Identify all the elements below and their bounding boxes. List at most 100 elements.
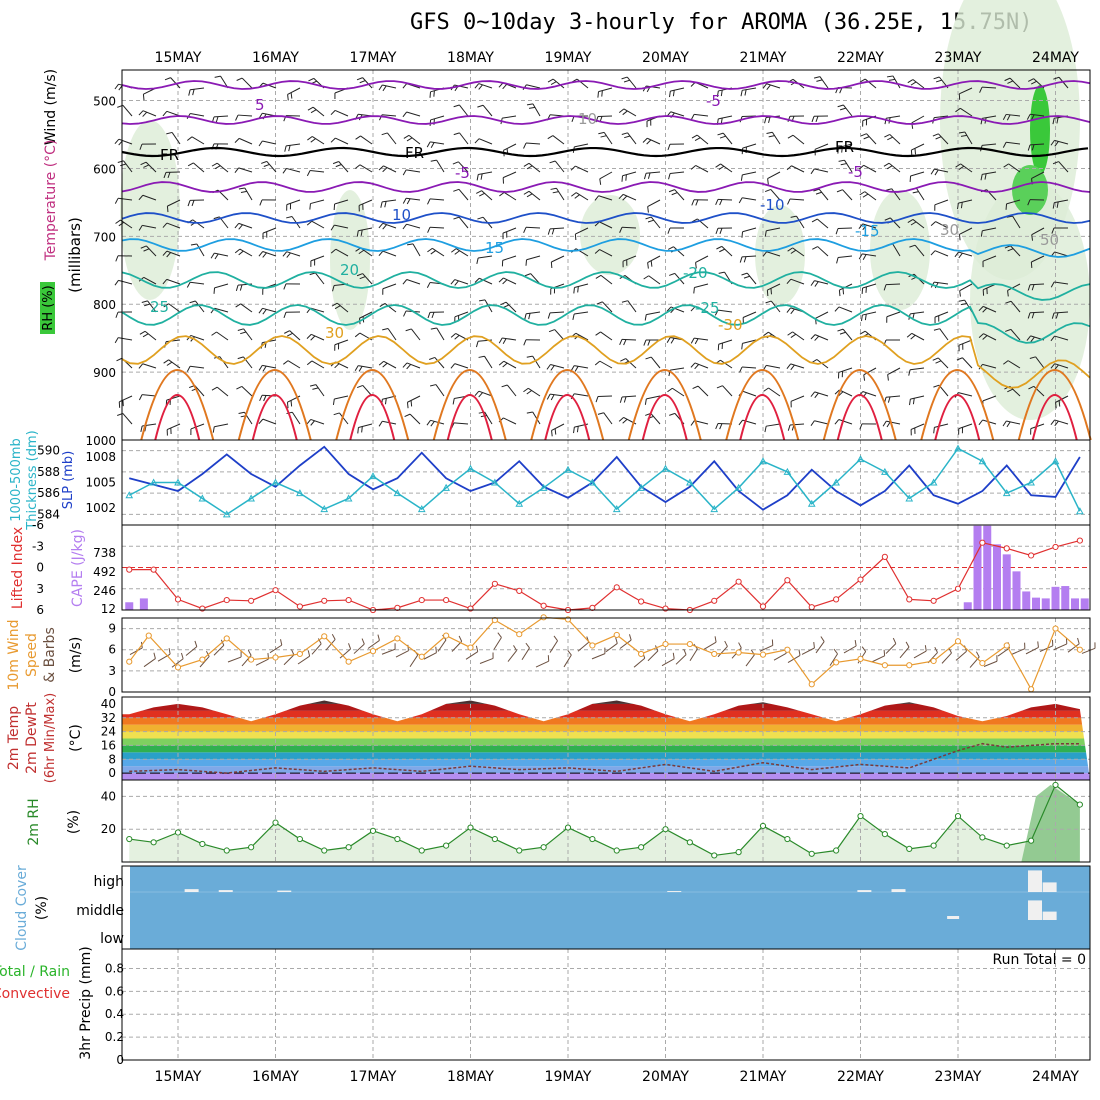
rh-shading-high [1012,165,1048,215]
thickness-marker [929,478,938,486]
slp-tick-label: 1008 [85,450,116,464]
wind-barb-feather [599,178,602,185]
wind-barb [837,227,853,230]
wind-barb-feather [356,273,363,277]
wind-barb [1011,648,1026,655]
wind-barb-feather [357,427,359,434]
rh-marker [564,824,572,831]
lifted-index-marker [443,596,450,604]
wind-barb-feather [594,360,601,366]
wind-barb [269,644,283,654]
wind-barb [435,384,445,397]
wind-barb [661,658,675,667]
wind-barb [1053,311,1069,314]
wind-barb-feather [213,216,220,220]
lifted-index-panel: -6 -3 0 3 6 738 492 246 12 Lifted Index CAPE (J/kg… [10,518,1091,617]
wind-barb-feather [567,649,572,656]
wind-barb-feather [862,193,869,198]
wind-barb [334,395,349,400]
wind-barb-feather [1051,227,1055,234]
wind-barb [362,385,373,397]
wind-barb [406,362,421,369]
wind-barb [1031,227,1045,236]
cloud-tick-label: low [100,931,124,947]
wind-barb-feather [180,652,184,659]
wind-barb-feather [714,636,717,643]
cloud-low-bar [947,916,960,919]
wind-barb-feather [958,299,965,302]
wind-barb-feather [816,79,823,82]
wind-barb [168,359,181,369]
day-label-bottom: 21MAY [740,1069,787,1085]
wind-barb [745,654,755,667]
wind-barb-feather [1052,161,1059,165]
thickness-marker [832,478,840,486]
wind-barb [742,143,757,149]
wind-barb [886,395,901,398]
wind-barb-feather [984,173,987,180]
wind-barb [574,283,589,289]
wind-barb-feather [955,107,961,113]
cloud-high-bar [1028,870,1042,892]
wind-barb-feather [1004,77,1011,82]
wind-barb-feather [618,417,624,422]
wind-barb-feather [738,197,743,204]
contour-label: -30 [718,316,743,334]
wind-barb-feather [719,199,723,206]
wind-barb [817,246,829,257]
wind-barb [958,423,973,430]
thickness-marker [1051,457,1060,465]
wind-barb-feather [453,188,460,192]
wind-barb [958,339,973,346]
cape-bar [1071,598,1079,610]
temp-tick-label: 0 [108,766,116,780]
wind-barb [430,115,445,121]
wind-barb [838,255,853,259]
wind-barb-feather [884,217,891,221]
wind-barb [694,337,709,341]
wind-barb-feather [892,637,897,644]
wind-barb-feather [283,312,287,319]
wind-barb-feather [381,132,388,136]
wind-barb-feather [189,300,196,304]
wind-barb-feather [550,394,555,401]
wind-barb-feather [526,165,533,170]
wind-barb-feather [690,337,695,344]
wind-barb [602,301,613,313]
wind-barb-feather [883,162,890,167]
wind-barb-feather [813,188,820,192]
wind-barb-feather [498,360,505,366]
lifted-index-marker [906,596,913,603]
wind-barb [886,115,901,119]
wind-barb [166,250,181,257]
wind-barb [960,107,973,117]
wind-barb-feather [572,313,575,321]
wind-barb [145,161,157,173]
wind-barb-feather [262,309,267,315]
wind-barb-feather [910,81,917,86]
wind-barb-feather [547,312,551,319]
wind-barb [695,165,709,173]
pressure-tick-label: 900 [93,366,116,380]
wind-barb-feather [883,649,886,656]
lifted-index-line [129,540,1081,611]
wind-barb [887,367,901,376]
wind-barb-feather [935,360,942,364]
wind-barb-feather [907,79,914,84]
wind-barb-feather [690,420,695,426]
wind-barb [432,247,445,257]
wind-barb [214,252,229,257]
wind-barb-feather [768,116,771,123]
wind-barb [1039,645,1053,652]
wind-barb-feather [885,188,892,191]
wind-barb-feather [330,224,335,231]
wind-barb [598,195,613,201]
wind-barb [790,395,805,402]
lifted-index-marker [1003,545,1010,552]
lifted-index-axis-label: Lifted Index [10,527,26,609]
wind-barb-feather [666,337,671,343]
wind-barb [815,311,829,319]
wind-barb-feather [671,192,678,196]
wind-barb [892,243,901,257]
rh-marker [930,842,937,849]
